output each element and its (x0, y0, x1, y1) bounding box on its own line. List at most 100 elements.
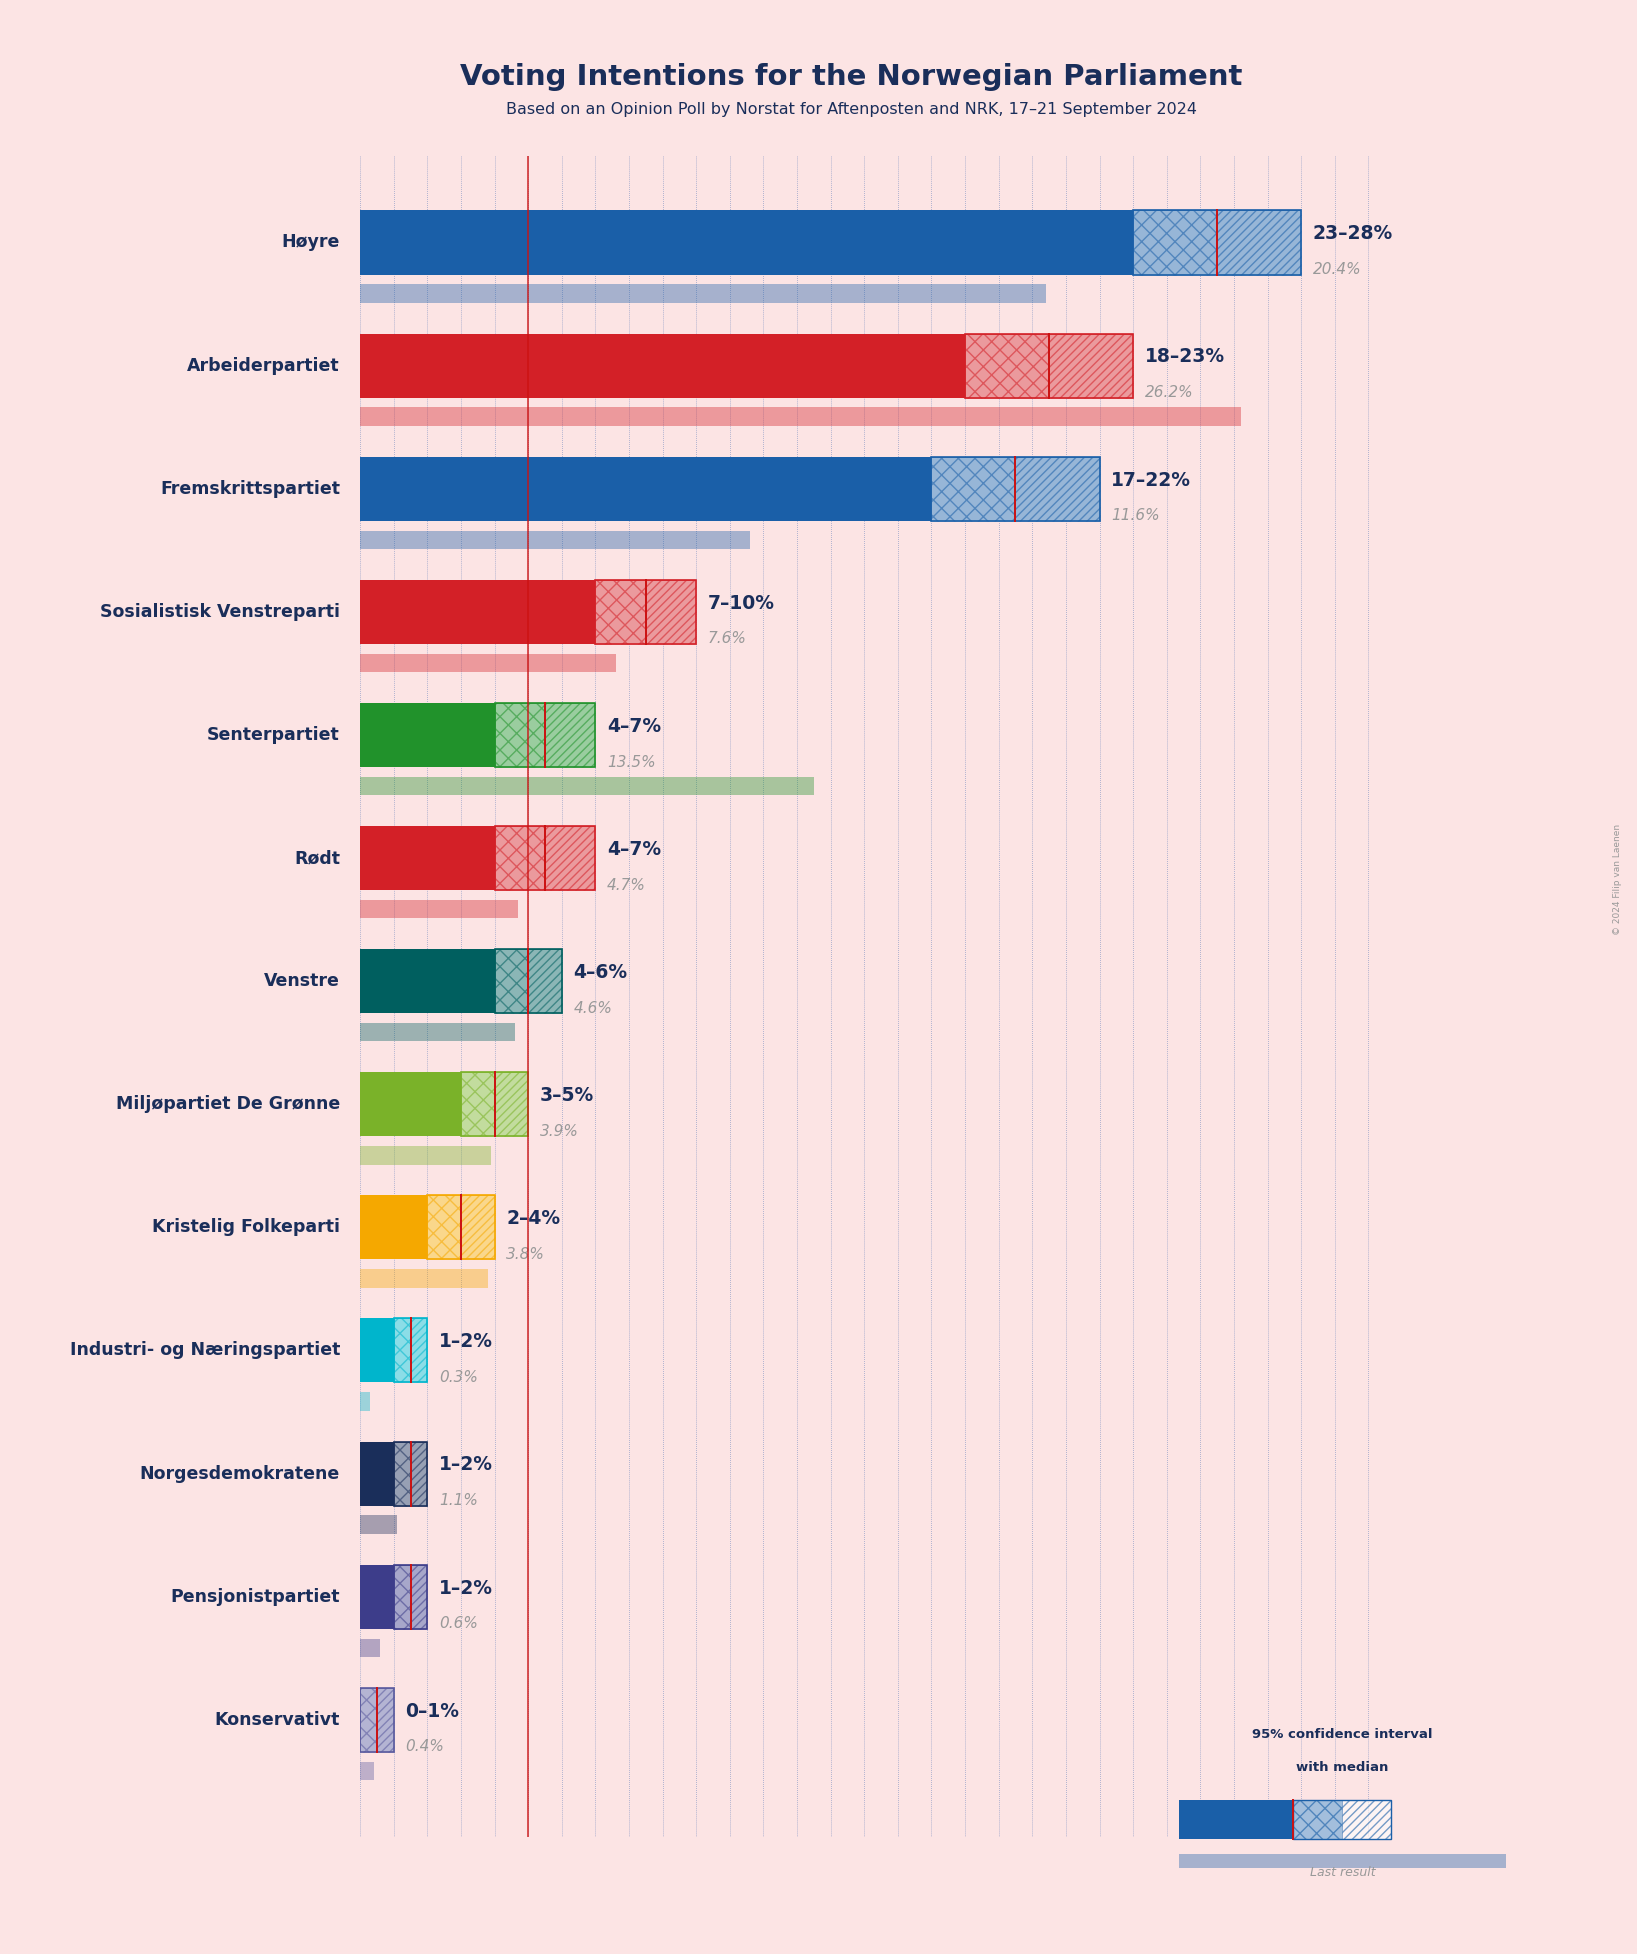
Text: Høyre: Høyre (282, 233, 340, 252)
Text: 1–2%: 1–2% (439, 1579, 493, 1598)
Bar (427, 1196, 494, 1260)
Bar (360, 1196, 494, 1260)
Bar (545, 703, 596, 766)
Bar (377, 1688, 395, 1753)
Bar (360, 580, 696, 643)
Bar (494, 950, 561, 1014)
Text: Senterpartiet: Senterpartiet (208, 727, 340, 744)
Text: Rødt: Rødt (295, 850, 340, 868)
Bar (966, 334, 1049, 397)
Text: 7–10%: 7–10% (707, 594, 774, 614)
Text: 20.4%: 20.4% (1313, 262, 1362, 277)
Text: 13.5%: 13.5% (607, 754, 656, 770)
Text: 4.7%: 4.7% (607, 877, 647, 893)
Bar (494, 703, 596, 766)
Bar (360, 285, 1046, 303)
Bar (395, 1442, 411, 1507)
Text: 7.6%: 7.6% (707, 631, 746, 647)
Bar (931, 457, 1100, 520)
Bar (395, 1442, 427, 1507)
Text: Sosialistisk Venstreparti: Sosialistisk Venstreparti (100, 604, 340, 621)
Bar (360, 211, 1301, 274)
Bar (360, 1024, 514, 1041)
Bar (360, 1319, 427, 1383)
Bar (360, 457, 1100, 520)
Bar (360, 1639, 380, 1657)
Bar (494, 827, 596, 891)
Text: 11.6%: 11.6% (1112, 508, 1161, 524)
Text: 3.9%: 3.9% (540, 1124, 579, 1139)
Bar (360, 1763, 373, 1780)
Text: Pensjonistpartiet: Pensjonistpartiet (170, 1589, 340, 1606)
Bar (1293, 1800, 1342, 1839)
Text: Konservativt: Konservativt (214, 1712, 340, 1729)
Bar (1293, 1800, 1391, 1839)
Bar (360, 901, 517, 918)
Bar (529, 950, 561, 1014)
Text: 2–4%: 2–4% (506, 1210, 560, 1229)
Bar (395, 1565, 427, 1630)
Text: 0.3%: 0.3% (439, 1370, 478, 1385)
Text: 0.6%: 0.6% (439, 1616, 478, 1632)
Bar (494, 950, 529, 1014)
Bar (411, 1442, 427, 1507)
Text: Based on an Opinion Poll by Norstat for Aftenposten and NRK, 17–21 September 202: Based on an Opinion Poll by Norstat for … (506, 102, 1197, 117)
Text: Industri- og Næringspartiet: Industri- og Næringspartiet (70, 1342, 340, 1360)
Text: Venstre: Venstre (264, 973, 340, 991)
Bar (360, 408, 1241, 426)
Text: © 2024 Filip van Laenen: © 2024 Filip van Laenen (1612, 825, 1622, 934)
Bar (360, 703, 596, 766)
Bar (395, 1565, 411, 1630)
Bar (360, 778, 814, 795)
Bar (462, 1073, 494, 1137)
Bar (395, 1319, 427, 1383)
Bar (494, 827, 545, 891)
Bar (966, 334, 1133, 397)
Bar (1179, 1854, 1506, 1868)
Text: 95% confidence interval: 95% confidence interval (1252, 1727, 1432, 1741)
Bar (360, 1516, 398, 1534)
Text: 17–22%: 17–22% (1112, 471, 1192, 490)
Bar (1342, 1800, 1391, 1839)
Bar (411, 1565, 427, 1630)
Bar (360, 334, 1133, 397)
Bar (360, 655, 616, 672)
Bar (360, 1073, 529, 1137)
Bar (411, 1319, 427, 1383)
Bar (360, 1393, 370, 1411)
Bar (360, 1270, 488, 1288)
Bar (1218, 211, 1301, 274)
Text: 4–7%: 4–7% (607, 717, 661, 737)
Bar (1015, 457, 1100, 520)
Bar (360, 1147, 491, 1165)
Text: Fremskrittspartiet: Fremskrittspartiet (160, 481, 340, 498)
Text: 1–2%: 1–2% (439, 1456, 493, 1475)
Bar (462, 1073, 529, 1137)
Text: Miljøpartiet De Grønne: Miljøpartiet De Grønne (116, 1096, 340, 1114)
Bar (360, 827, 596, 891)
Bar (545, 827, 596, 891)
Text: 3.8%: 3.8% (506, 1247, 545, 1262)
Text: Arbeiderpartiet: Arbeiderpartiet (187, 358, 340, 375)
Bar (596, 580, 647, 643)
Bar (462, 1196, 494, 1260)
Text: 18–23%: 18–23% (1144, 348, 1224, 367)
Text: 4.6%: 4.6% (573, 1000, 612, 1016)
Text: Kristelig Folkeparti: Kristelig Folkeparti (152, 1219, 340, 1237)
Bar (647, 580, 696, 643)
Text: Norgesdemokratene: Norgesdemokratene (139, 1466, 340, 1483)
Bar (360, 950, 561, 1014)
Text: 3–5%: 3–5% (540, 1086, 594, 1106)
Bar (931, 457, 1015, 520)
Bar (494, 1073, 529, 1137)
Bar (1049, 334, 1133, 397)
Bar (427, 1196, 462, 1260)
Bar (1133, 211, 1218, 274)
Bar (360, 1688, 395, 1753)
Text: Voting Intentions for the Norwegian Parliament: Voting Intentions for the Norwegian Parl… (460, 63, 1242, 90)
Text: Last result: Last result (1310, 1866, 1375, 1880)
Bar (360, 1565, 427, 1630)
Bar (596, 580, 696, 643)
Bar (360, 531, 750, 549)
Bar (360, 1688, 377, 1753)
